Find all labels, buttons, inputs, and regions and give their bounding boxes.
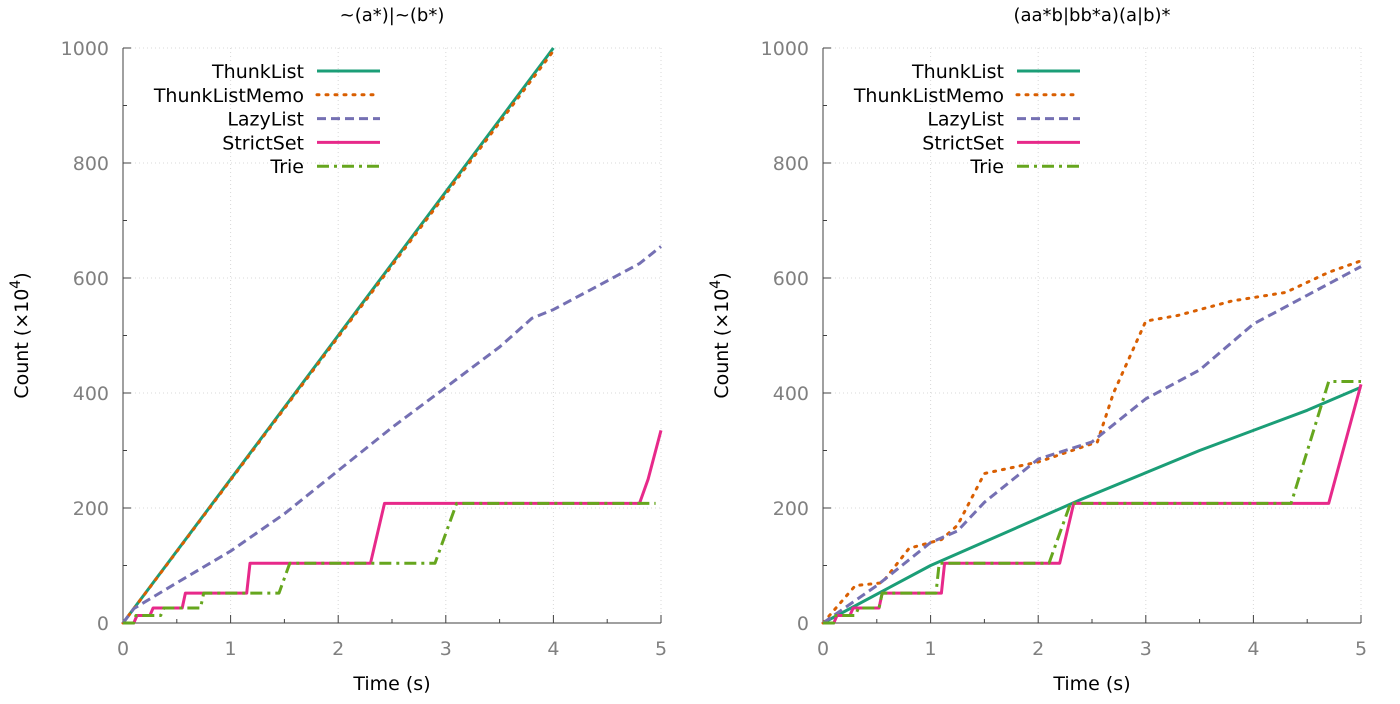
y-tick-label: 200 [73,498,109,520]
y-tick-label: 400 [773,383,809,405]
x-tick-label: 4 [547,638,559,660]
legend: ThunkListThunkListMemoLazyListStrictSetT… [853,61,1082,178]
legend-label: StrictSet [922,132,1004,154]
x-tick-label: 4 [1247,638,1259,660]
legend-label: ThunkListMemo [153,85,304,107]
y-tick-label: 1000 [61,38,109,60]
y-axis-label-exponent: 4 [8,280,24,289]
x-axis-label: Time (s) [1052,673,1130,695]
y-axis-label-main: Count (×10 [711,289,733,399]
legend-label: ThunkList [211,61,304,83]
x-tick-label: 2 [332,638,344,660]
chart-title: (aa*b|bb*a)(a|b)* [1013,5,1170,26]
chart-title: ~(a*)|~(b*) [340,5,445,26]
series-line-lazylist [121,245,662,624]
y-axis-label-main: Count (×10 [11,289,33,399]
x-tick-label: 5 [1355,638,1367,660]
y-tick-label: 0 [97,613,109,635]
legend-label: ThunkListMemo [853,85,1004,107]
series-line-lazylist [822,265,1362,625]
x-tick-label: 5 [655,638,667,660]
legend-label: StrictSet [222,132,304,154]
y-axis-label: Count (×104) [708,272,733,398]
y-tick-label: 800 [73,153,109,175]
series-line-thunklistmemo [121,49,555,625]
y-axis-label: Count (×104) [8,272,33,398]
legend-label: Trie [269,156,304,178]
legend: ThunkListThunkListMemoLazyListStrictSetT… [153,61,382,178]
series-line-thunklist [822,385,1362,625]
series-line-trie [823,380,1361,625]
series-line-thunklistmemo [821,259,1363,625]
y-tick-label: 400 [73,383,109,405]
legend-label: LazyList [227,109,304,131]
y-tick-label: 200 [773,498,809,520]
x-tick-label: 3 [440,638,452,660]
x-tick-label: 1 [925,638,937,660]
x-tick-label: 0 [117,638,129,660]
y-tick-label: 1000 [761,38,809,60]
y-axis-label-close: ) [11,272,33,279]
y-tick-label: 600 [73,268,109,290]
panel-left: 0 200 400 600 800 1000 0 1 2 3 4 5 ~(a*)|~(b*) Time (… [8,5,667,695]
x-tick-label: 0 [817,638,829,660]
x-tick-label: 3 [1140,638,1152,660]
x-axis-label: Time (s) [352,673,430,695]
y-axis-label-close: ) [711,272,733,279]
series-line-trie [123,501,656,625]
legend-label: LazyList [927,109,1004,131]
y-axis-label-exponent: 4 [708,280,724,289]
x-tick-label: 1 [225,638,237,660]
y-tick-label: 600 [773,268,809,290]
y-tick-label: 800 [773,153,809,175]
panel-right: 0 200 400 600 800 1000 0 1 2 3 4 5 (aa*b|bb*a)(a|b)*… [708,5,1367,695]
legend-label: ThunkList [911,61,1004,83]
x-tick-label: 2 [1032,638,1044,660]
legend-label: Trie [969,156,1004,178]
y-tick-label: 0 [797,613,809,635]
